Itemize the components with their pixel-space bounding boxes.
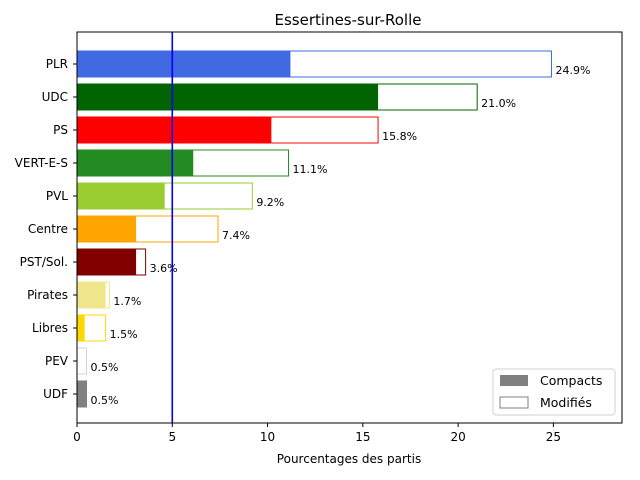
legend-swatch-modifies [499, 396, 529, 409]
data-label-vert-e-s: 11.1% [293, 163, 328, 176]
bars-layer [76, 50, 552, 408]
y-tick-label-vert-e-s: VERT-E-S [15, 156, 68, 170]
bar-compacts-udf [77, 381, 87, 407]
data-label-udc: 21.0% [481, 97, 516, 110]
legend-swatch-compacts [500, 375, 528, 386]
data-label-pvl: 9.2% [256, 196, 284, 209]
bar-compacts-pvl [77, 183, 165, 209]
y-tick-label-centre: Centre [28, 222, 68, 236]
x-axis: 0 5 10 15 20 25 [73, 423, 561, 444]
bar-total-pev [76, 347, 88, 375]
data-label-plr: 24.9% [555, 64, 590, 77]
chart-title: Essertines-sur-Rolle [275, 11, 422, 29]
x-tick-label-5: 5 [168, 430, 176, 444]
y-tick-label-pirates: Pirates [27, 288, 68, 302]
x-tick-label-15: 15 [355, 430, 370, 444]
y-tick-label-plr: PLR [46, 57, 68, 71]
bar-compacts-pirates [77, 282, 106, 308]
legend: Compacts Modifiés [492, 368, 616, 416]
bar-compacts-plr [77, 51, 291, 77]
data-label-centre: 7.4% [222, 229, 250, 242]
bar-compacts-vert-e-s [77, 150, 194, 176]
bar-compacts-ps [77, 117, 272, 143]
x-tick-label-20: 20 [450, 430, 465, 444]
data-label-pirates: 1.7% [113, 295, 141, 308]
bar-compacts-libres [77, 315, 85, 341]
data-label-pst-sol: 3.6% [150, 262, 178, 275]
data-label-libres: 1.5% [110, 328, 138, 341]
y-tick-label-ps: PS [53, 123, 68, 137]
x-tick-label-10: 10 [260, 430, 275, 444]
y-axis: PLR UDC PS VERT-E-S PVL Centre PST/Sol. Pirates… [15, 57, 77, 401]
legend-label-compacts: Compacts [540, 373, 602, 388]
y-tick-label-libres: Libres [32, 321, 68, 335]
bar-compacts-pst-sol [77, 249, 137, 275]
y-tick-label-udc: UDC [42, 90, 68, 104]
data-label-pev: 0.5% [91, 361, 119, 374]
bar-compacts-udc [77, 84, 379, 110]
data-label-ps: 15.8% [382, 130, 417, 143]
data-label-udf: 0.5% [91, 394, 119, 407]
y-tick-label-udf: UDF [43, 387, 68, 401]
y-tick-label-pst-sol: PST/Sol. [20, 255, 68, 269]
x-tick-label-0: 0 [73, 430, 81, 444]
plot-frame [76, 31, 623, 424]
x-tick-label-25: 25 [546, 430, 561, 444]
y-tick-label-pvl: PVL [46, 189, 68, 203]
x-axis-label: Pourcentages des partis [277, 452, 421, 466]
data-labels-layer: 24.9% 21.0% 15.8% 11.1% 9.2% 7.4% 3.6% 1.7% 1.5%… [91, 64, 591, 407]
legend-label-modifies: Modifiés [540, 395, 592, 410]
y-tick-label-pev: PEV [45, 354, 69, 368]
bar-compacts-centre [77, 216, 137, 242]
